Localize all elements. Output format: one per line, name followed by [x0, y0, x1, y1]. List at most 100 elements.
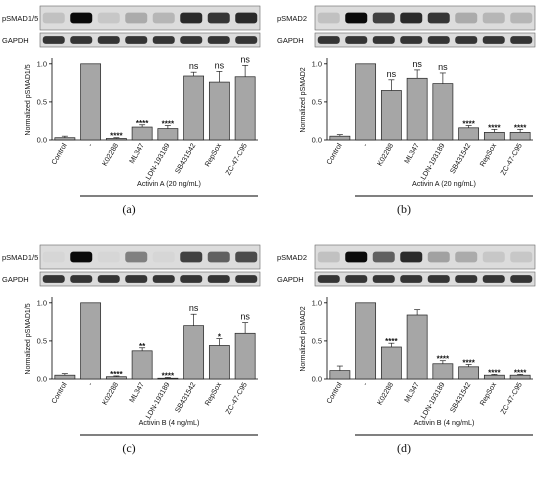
bar: [509, 132, 531, 141]
y-axis-label: Normalized pSMAD1/5: [25, 303, 32, 374]
category-label: RepSox: [478, 141, 499, 168]
y-tick-label: 0.0: [312, 136, 322, 145]
blot-band: [345, 36, 368, 44]
blot-band: [42, 275, 65, 283]
blot-label: GAPDH: [2, 36, 29, 45]
significance-marker: ****: [488, 368, 501, 377]
blot-band: [455, 12, 478, 24]
panel-d-figure: pSMAD2 GAPDH 0.0 0.5 1.0 Normalized pSMAD2 Co…: [277, 244, 536, 455]
bar: [183, 75, 205, 141]
blot-label: pSMAD2: [277, 14, 307, 23]
blot-band: [427, 36, 450, 44]
western-blot-images: pSMAD1/5 GAPDH: [2, 5, 261, 48]
blot-label: pSMAD1/5: [2, 14, 38, 23]
bar: [54, 374, 76, 380]
blot-band: [317, 12, 340, 24]
bar: [406, 314, 428, 380]
category-label: RepSox: [203, 380, 224, 407]
blot-band: [345, 12, 368, 24]
blot-band: [70, 251, 93, 263]
category-label: -: [360, 380, 369, 387]
panel-b-figure: pSMAD2 GAPDH 0.0 0.5 1.0 Normalized pSMAD2 Co…: [277, 5, 536, 216]
blot-band: [97, 12, 120, 24]
blot-band: [427, 12, 450, 24]
blot-band: [455, 36, 478, 44]
y-tick-label: 0.0: [37, 136, 47, 145]
panel-label: (d): [397, 441, 411, 455]
significance-marker: *: [218, 333, 222, 342]
condition-label: Activin A (20 ng/mL): [412, 179, 476, 188]
blot-band: [427, 275, 450, 283]
bar: [80, 63, 102, 141]
y-tick-label: 0.5: [312, 97, 322, 106]
y-tick-label: 0.5: [37, 336, 47, 345]
blot-band: [97, 251, 120, 263]
bar: [380, 346, 402, 380]
y-tick-label: 0.0: [312, 375, 322, 384]
blot-band: [455, 251, 478, 263]
blot-band: [125, 251, 148, 263]
significance-marker: ****: [136, 119, 149, 128]
blot-band: [482, 275, 505, 283]
significance-marker: ****: [110, 132, 123, 141]
blot-band: [317, 251, 340, 263]
blot-band: [482, 12, 505, 24]
category-label: LDN-193189: [418, 381, 446, 421]
blot-band: [235, 251, 258, 263]
bar: [509, 374, 531, 380]
category-label: ML347: [127, 381, 146, 405]
blot-label: pSMAD2: [277, 253, 307, 262]
panel-label: (b): [397, 202, 411, 216]
y-axis-label: Normalized pSMAD2: [300, 306, 307, 371]
y-tick-label: 1.0: [37, 298, 47, 307]
y-tick-label: 0.5: [312, 336, 322, 345]
bar: [432, 83, 454, 141]
blot-band: [42, 251, 65, 263]
blot-band: [97, 275, 120, 283]
bar-chart: 0.0 0.5 1.0 Normalized pSMAD2 Control - **** K0…: [300, 297, 533, 455]
blot-band: [152, 12, 175, 24]
blot-band: [152, 275, 175, 283]
bar: [183, 325, 205, 380]
category-label: -: [360, 141, 369, 148]
blot-band: [125, 12, 148, 24]
blot-band: [125, 36, 148, 44]
bar: [329, 135, 351, 141]
blot-band: [70, 12, 93, 24]
category-label: K02288: [375, 380, 395, 406]
blot-band: [510, 36, 533, 44]
category-label: ZC-47-C95: [498, 142, 524, 177]
blot-band: [345, 251, 368, 263]
y-tick-label: 1.0: [312, 298, 322, 307]
blot-band: [372, 275, 395, 283]
y-axis-label: Normalized pSMAD1/5: [25, 64, 32, 135]
blot-label: GAPDH: [277, 275, 304, 284]
significance-marker: ns: [240, 312, 250, 322]
bar: [406, 77, 428, 141]
significance-marker: ****: [462, 120, 475, 129]
panel-a-figure: pSMAD1/5 GAPDH 0.0 0.5 1.0 Normalized pSMAD1…: [2, 5, 261, 216]
significance-marker: ns: [189, 303, 199, 313]
blot-band: [180, 36, 203, 44]
blot-band: [180, 12, 203, 24]
blot-band: [207, 36, 230, 44]
category-label: SB431542: [173, 142, 198, 176]
y-tick-label: 0.5: [37, 97, 47, 106]
condition-label: Activin A (20 ng/mL): [137, 179, 201, 188]
panel-label: (c): [122, 441, 135, 455]
significance-marker: ns: [189, 61, 199, 71]
category-label: ZC-47-C95: [223, 381, 249, 416]
blot-strip: [39, 271, 261, 287]
category-label: SB431542: [173, 381, 198, 415]
blot-band: [152, 36, 175, 44]
category-label: ZC-47-C95: [223, 142, 249, 177]
blot-band: [125, 275, 148, 283]
category-label: ML347: [402, 142, 421, 166]
category-label: SB431542: [448, 142, 473, 176]
blot-band: [455, 275, 478, 283]
category-label: LDN-193189: [418, 142, 446, 182]
significance-marker: ****: [162, 120, 175, 129]
blot-band: [317, 36, 340, 44]
blot-band: [400, 275, 423, 283]
category-label: RepSox: [203, 141, 224, 168]
